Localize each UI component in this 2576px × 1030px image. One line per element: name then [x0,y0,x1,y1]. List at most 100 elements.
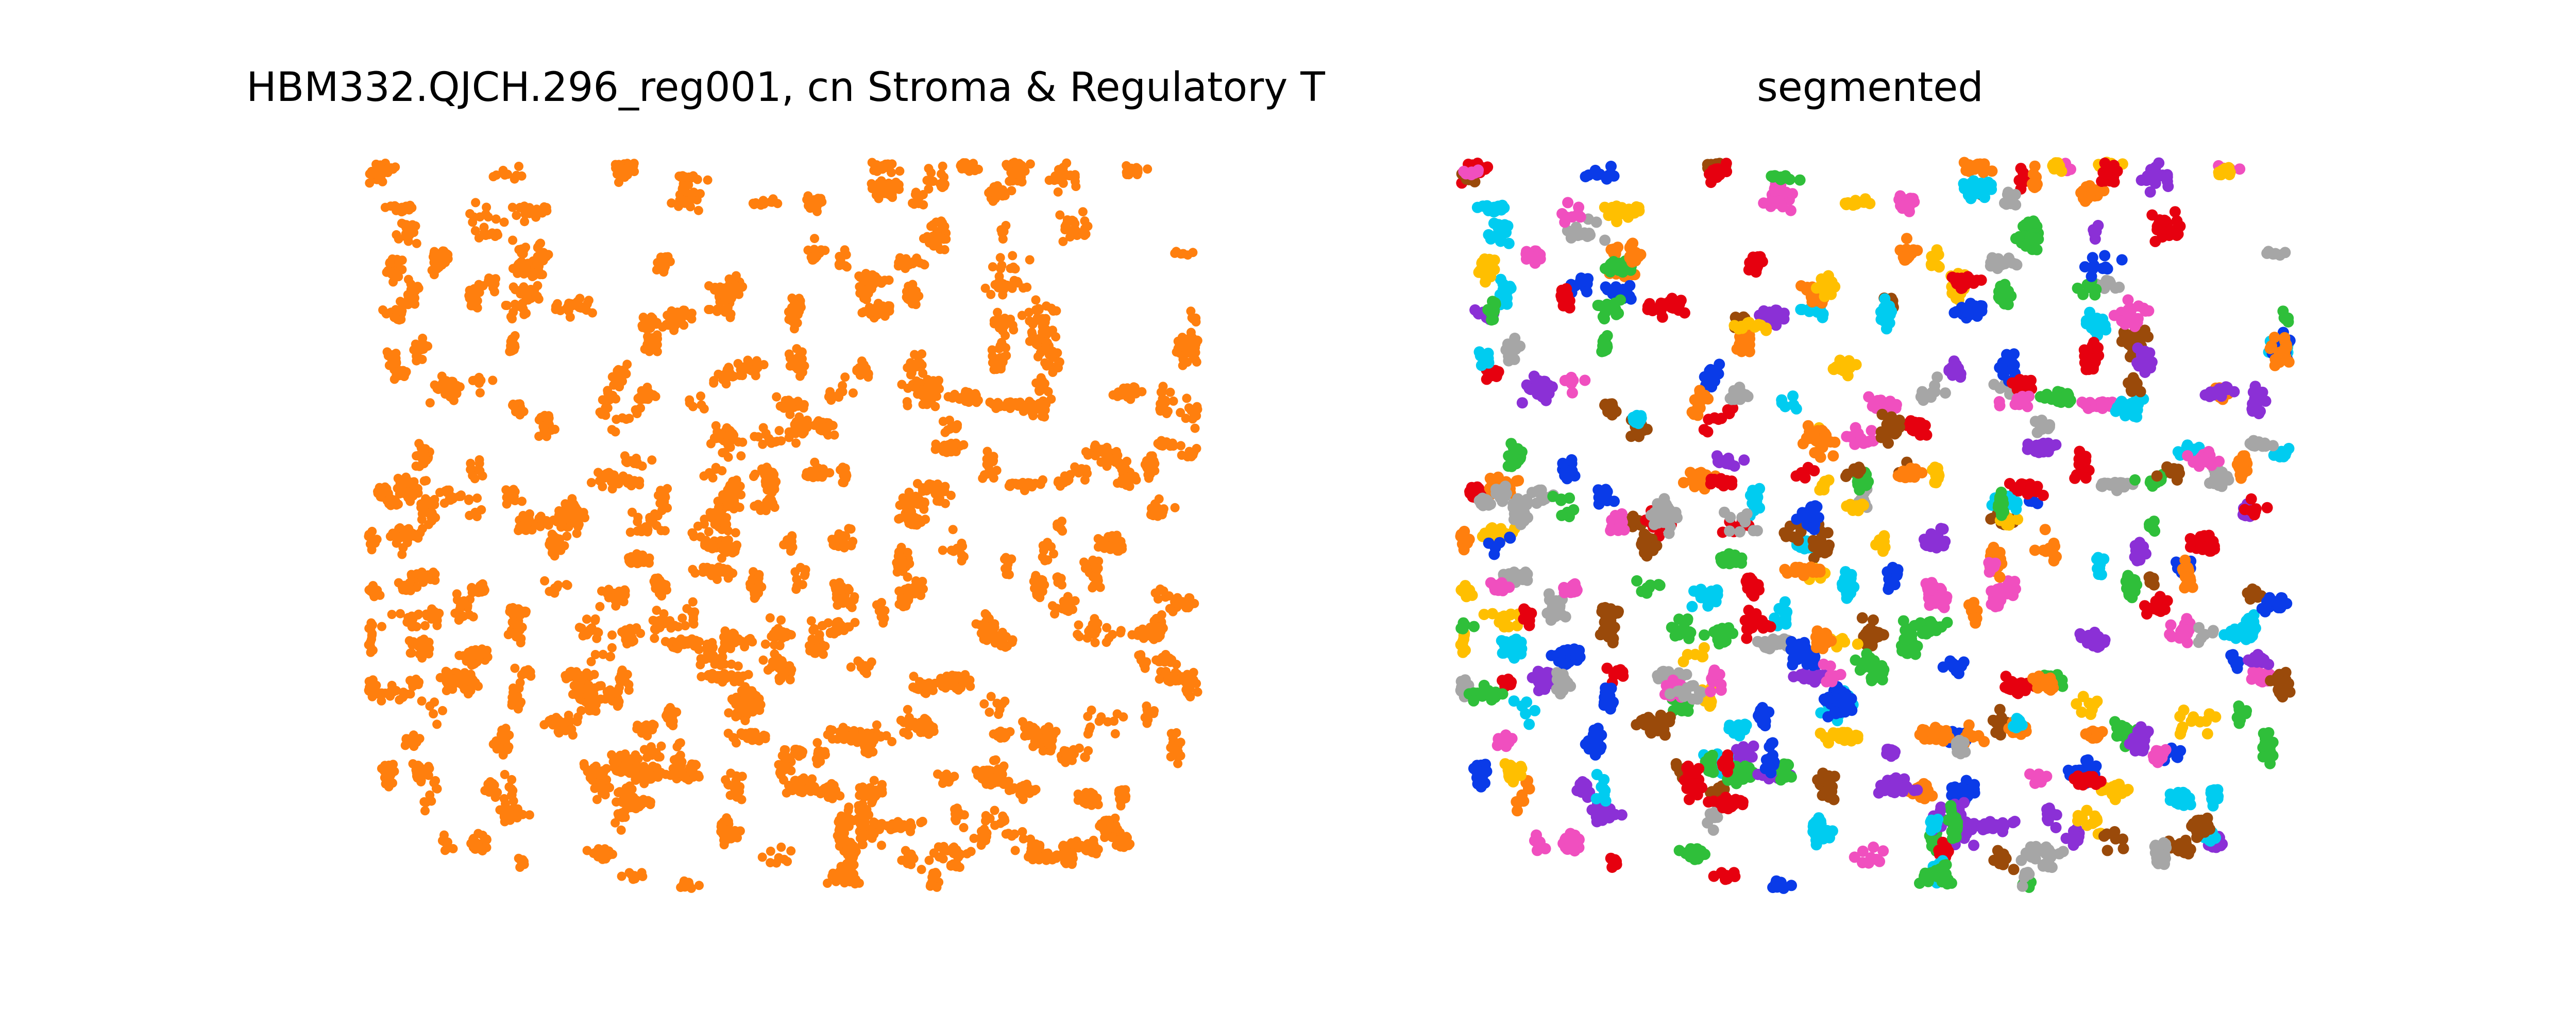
scatter-point [940,179,950,189]
scatter-point [988,358,997,368]
scatter-point [417,354,427,364]
scatter-point [708,643,718,652]
scatter-point [789,315,799,324]
scatter-point [911,300,921,310]
scatter-point [672,640,682,649]
scatter-point [901,264,910,273]
scatter-point [488,172,498,181]
scatter-point [1102,623,1112,632]
scatter-point [1062,170,1072,180]
scatter-point [1067,215,1077,225]
scatter-point [391,349,401,358]
scatter-point [501,736,510,746]
scatter-point [709,541,719,551]
scatter-point [840,245,850,255]
left-points-group [364,158,1202,893]
scatter-point [1004,570,1014,579]
scatter-point [1170,503,1180,512]
scatter-point [582,846,592,855]
scatter-point [844,585,854,595]
scatter-point [708,651,718,660]
scatter-point [850,879,860,889]
scatter-point [776,615,786,625]
scatter-point [1030,478,1040,488]
scatter-point [916,818,926,828]
scatter-point [717,553,726,563]
scatter-point [989,756,998,765]
scatter-point [800,569,810,579]
scatter-point [704,527,714,537]
scatter-point [922,176,932,185]
scatter-point [1010,846,1020,855]
scatter-point [470,375,480,385]
scatter-point [582,630,591,640]
scatter-point [752,362,762,371]
scatter-point [611,818,620,828]
scatter-point [989,729,998,739]
scatter-point [609,380,619,390]
scatter-point [816,198,825,208]
scatter-point [878,618,888,628]
scatter-point [943,425,953,435]
scatter-point [906,370,916,380]
scatter-point [605,652,615,662]
scatter-point [509,282,518,292]
scatter-point [386,201,396,211]
scatter-point [920,260,929,270]
scatter-point [911,187,921,197]
scatter-point [638,313,648,322]
scatter-point [938,218,947,228]
scatter-point [882,731,891,741]
scatter-point [1007,554,1016,564]
scatter-point [1188,450,1198,460]
scatter-point [520,210,530,219]
scatter-point [1154,614,1163,624]
scatter-point [1046,542,1056,552]
scatter-point [1159,438,1168,448]
scatter-point [520,606,530,616]
scatter-point [1010,829,1020,839]
scatter-point [495,805,505,815]
scatter-point [517,171,527,181]
scatter-point [908,285,918,295]
scatter-point [699,404,709,414]
scatter-point [775,401,785,411]
scatter-point [934,842,943,852]
scatter-point [1168,607,1178,616]
scatter-point [430,697,439,707]
scatter-point [823,879,832,888]
scatter-point [631,776,640,785]
scatter-point [382,309,391,319]
scatter-point [769,629,778,639]
scatter-point [703,671,713,681]
scatter-point [781,632,791,642]
scatter-point [723,728,733,738]
scatter-point [928,868,938,878]
scatter-point [590,650,600,659]
scatter-point [655,577,665,587]
scatter-point [470,659,480,668]
scatter-point [482,202,492,212]
scatter-point [986,289,996,299]
scatter-point [1021,403,1031,413]
scatter-point [1163,674,1173,683]
scatter-point [928,685,938,695]
scatter-point [618,413,627,423]
scatter-point [687,759,697,769]
scatter-point [860,817,870,827]
scatter-point [604,850,614,860]
scatter-point [1118,788,1128,798]
scatter-point [1168,396,1178,406]
scatter-point [859,277,869,286]
scatter-point [990,805,999,815]
scatter-point [880,276,890,285]
scatter-point [1025,255,1035,265]
scatter-point [465,209,475,218]
scatter-point [708,566,718,576]
scatter-point [836,620,845,630]
scatter-point [660,502,670,511]
scatter-point [809,635,819,645]
scatter-point [917,349,927,359]
scatter-point [1040,379,1049,388]
scatter-point [786,846,796,856]
